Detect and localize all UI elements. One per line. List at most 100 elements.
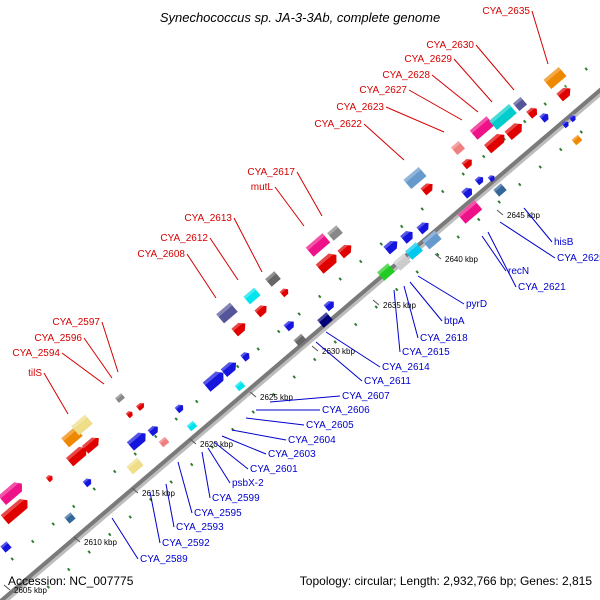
leader-line: [296, 171, 323, 217]
tick-dot: [579, 130, 583, 134]
gene-feature: [305, 233, 331, 257]
gene-label[interactable]: CYA_2611: [364, 376, 411, 387]
gene-feature: [461, 185, 473, 199]
gene-label[interactable]: CYA_2613: [184, 213, 232, 224]
gene-label[interactable]: CYA_2589: [140, 554, 188, 565]
gene-feature: [403, 166, 427, 190]
tick-label: 2630 kbp: [322, 347, 355, 356]
tick-dot: [10, 557, 14, 561]
tick-dot: [251, 410, 255, 414]
gene-label[interactable]: CYA_2606: [322, 405, 370, 416]
tick-mark: [3, 584, 11, 591]
gene-label[interactable]: CYA_2597: [52, 317, 100, 328]
gene-label[interactable]: pyrD: [466, 299, 487, 310]
leader-line: [209, 237, 239, 281]
tick-dot: [563, 84, 568, 89]
gene-label[interactable]: CYA_2607: [342, 391, 390, 402]
gene-label[interactable]: CYA_2603: [268, 449, 316, 460]
gene-label[interactable]: CYA_2601: [250, 464, 298, 475]
gene-feature: [323, 298, 334, 312]
gene-label[interactable]: mutL: [251, 182, 274, 193]
gene-label[interactable]: CYA_2622: [314, 119, 362, 130]
gene-feature: [315, 250, 337, 274]
leader-line: [475, 44, 515, 91]
tick-dot: [538, 165, 542, 169]
gene-feature: [293, 333, 307, 347]
tick-dot: [210, 445, 214, 449]
gene-feature: [220, 359, 237, 377]
gene-feature: [393, 253, 411, 271]
gene-feature: [126, 429, 146, 451]
leader-line: [201, 451, 211, 499]
tick-dot: [481, 154, 486, 159]
tick-dot: [400, 224, 404, 229]
gene-label[interactable]: CYA_2635: [482, 6, 530, 17]
leader-line: [393, 289, 401, 353]
gene-label[interactable]: CYA_2630: [426, 40, 474, 51]
gene-label[interactable]: CYA_2596: [34, 333, 82, 344]
gene-feature: [254, 302, 267, 318]
gene-label[interactable]: CYA_2627: [359, 85, 407, 96]
gene-label[interactable]: CYA_2615: [402, 347, 450, 358]
gene-label[interactable]: CYA_2617: [247, 167, 295, 178]
label-leader-lines: [43, 10, 556, 560]
leader-line: [207, 447, 231, 484]
gene-feature: [243, 287, 261, 305]
gene-label[interactable]: CYA_2625: [557, 253, 600, 264]
tick-dot: [395, 287, 399, 292]
gene-feature: [136, 401, 145, 411]
gene-label[interactable]: CYA_2593: [176, 522, 224, 533]
tick-dot: [71, 504, 76, 509]
gene-label[interactable]: CYA_2612: [160, 233, 208, 244]
gene-label[interactable]: recN: [508, 266, 529, 277]
gene-label[interactable]: CYA_2605: [306, 420, 354, 431]
gene-feature: [283, 318, 294, 332]
gene-label[interactable]: CYA_2604: [288, 435, 336, 446]
gene-label[interactable]: CYA_2628: [382, 70, 430, 81]
gene-label[interactable]: CYA_2623: [336, 102, 384, 113]
gene-feature: [81, 434, 99, 454]
tick-dot: [338, 277, 342, 281]
gene-label[interactable]: CYA_2614: [382, 362, 430, 373]
gene-label[interactable]: psbX-2: [232, 478, 264, 489]
leader-line: [487, 231, 517, 288]
gene-feature: [66, 443, 87, 467]
tick-mark: [249, 391, 257, 398]
tick-dot: [584, 67, 588, 71]
gene-label[interactable]: CYA_2618: [420, 333, 468, 344]
tick-dot: [420, 207, 424, 211]
tick-dot: [87, 550, 91, 554]
tick-dot: [113, 469, 117, 474]
tick-label: 2640 kbp: [445, 255, 478, 264]
gene-feature: [64, 512, 76, 524]
leader-line: [111, 517, 139, 560]
leader-line: [231, 429, 287, 441]
gene-label[interactable]: CYA_2599: [212, 493, 260, 504]
gene-feature: [400, 228, 413, 244]
gene-feature: [568, 113, 576, 123]
gene-label[interactable]: CYA_2608: [137, 249, 185, 260]
gene-label[interactable]: CYA_2621: [518, 282, 566, 293]
tick-dot: [297, 312, 301, 316]
tick-label: 2605 kbp: [14, 586, 47, 595]
leader-line: [315, 341, 363, 382]
gene-label[interactable]: CYA_2592: [162, 538, 210, 549]
gene-label[interactable]: hisB: [554, 237, 574, 248]
gene-feature: [422, 230, 442, 250]
gene-label[interactable]: CYA_2629: [404, 54, 452, 65]
tick-dot: [559, 147, 563, 152]
leader-line: [417, 275, 465, 305]
leader-line: [221, 435, 267, 455]
gene-label[interactable]: btpA: [444, 316, 465, 327]
tick-dot: [497, 200, 501, 204]
tick-dot: [276, 329, 281, 334]
leader-line: [274, 186, 305, 227]
tick-dot: [456, 235, 460, 239]
gene-label[interactable]: tilS: [28, 368, 42, 379]
gene-label[interactable]: CYA_2594: [12, 348, 60, 359]
tick-dot: [436, 252, 440, 257]
gene-label[interactable]: CYA_2595: [194, 508, 242, 519]
gene-feature: [115, 393, 125, 403]
tick-dot: [235, 364, 240, 369]
gene-feature: [71, 414, 93, 436]
